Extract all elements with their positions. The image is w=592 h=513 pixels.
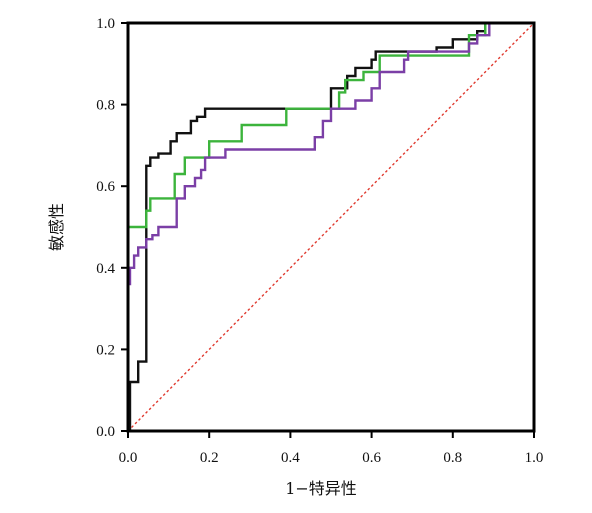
x-tick-label: 0.2 bbox=[200, 450, 219, 466]
plot-area-frame bbox=[126, 21, 536, 433]
x-tick-label: 0.0 bbox=[119, 450, 138, 466]
x-axis-label: 1−特异性 bbox=[285, 479, 357, 498]
y-tick-label: 0.4 bbox=[96, 261, 115, 277]
roc-curve-3 bbox=[126, 21, 534, 431]
y-axis-label: 敏感性 bbox=[47, 203, 66, 251]
roc-curve-2 bbox=[126, 21, 534, 431]
reference-diagonal-layer bbox=[127, 22, 535, 432]
series-layer bbox=[126, 21, 534, 433]
roc-curve-1 bbox=[128, 21, 534, 433]
x-tick-label: 1.0 bbox=[525, 450, 544, 466]
y-tick-label: 0.8 bbox=[96, 98, 115, 114]
y-tick-label: 0.6 bbox=[96, 179, 115, 195]
y-tick-label: 1.0 bbox=[96, 16, 115, 32]
reference-diagonal-line bbox=[127, 22, 535, 432]
x-tick-label: 0.6 bbox=[362, 450, 381, 466]
x-tick-label: 0.8 bbox=[443, 450, 462, 466]
y-tick-label: 0.2 bbox=[96, 342, 115, 358]
x-tick-label: 0.4 bbox=[281, 450, 300, 466]
y-tick-label: 0.0 bbox=[96, 424, 115, 440]
tick-layer: 0.00.0 0.2 0.2 0.4 0.4 0.6 0.6 0.8 0.8 1.0 1.0 bbox=[96, 16, 543, 466]
